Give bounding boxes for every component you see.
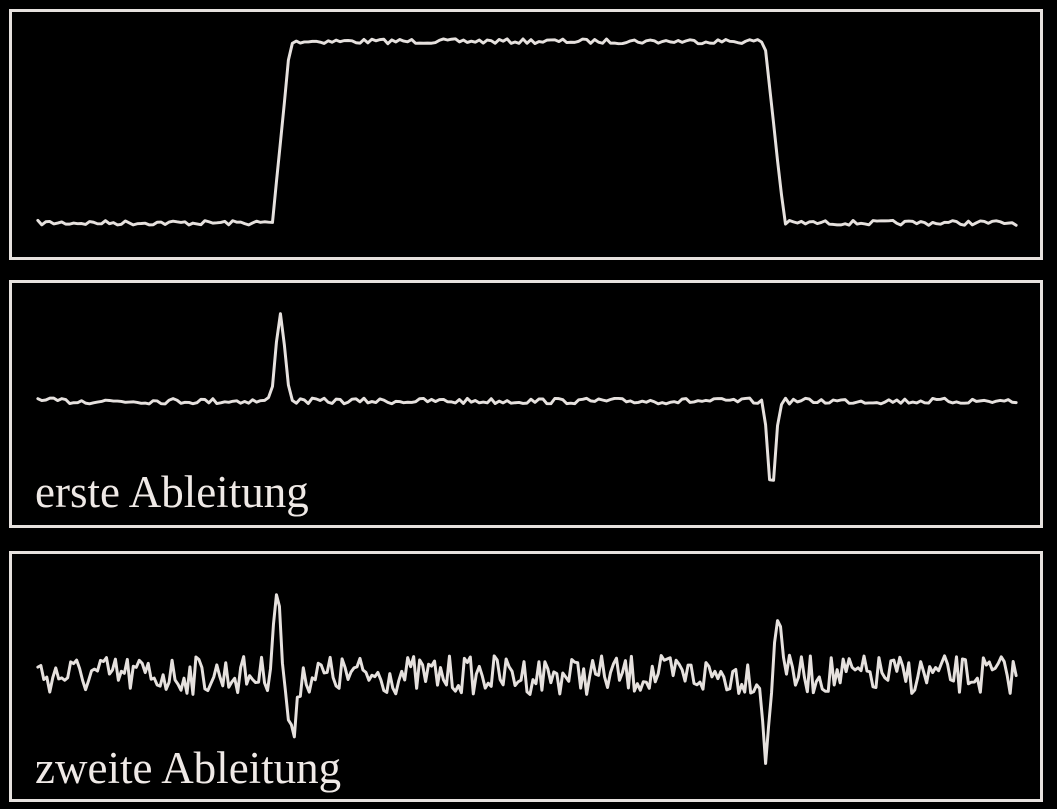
first-derivative-label: erste Ableitung — [35, 467, 309, 517]
second-derivative-panel: zweite Ableitung — [9, 551, 1043, 802]
second-derivative-label: zweite Ableitung — [35, 743, 342, 793]
first-derivative-panel: erste Ableitung — [9, 280, 1043, 528]
signal-panel — [9, 9, 1043, 260]
second-derivative-waveform — [36, 593, 1018, 765]
signal-trace — [36, 37, 1018, 227]
first-derivative-trace — [36, 312, 1018, 482]
signal-waveform — [36, 37, 1018, 227]
first-derivative-waveform — [36, 312, 1018, 482]
second-derivative-trace — [36, 593, 1018, 765]
